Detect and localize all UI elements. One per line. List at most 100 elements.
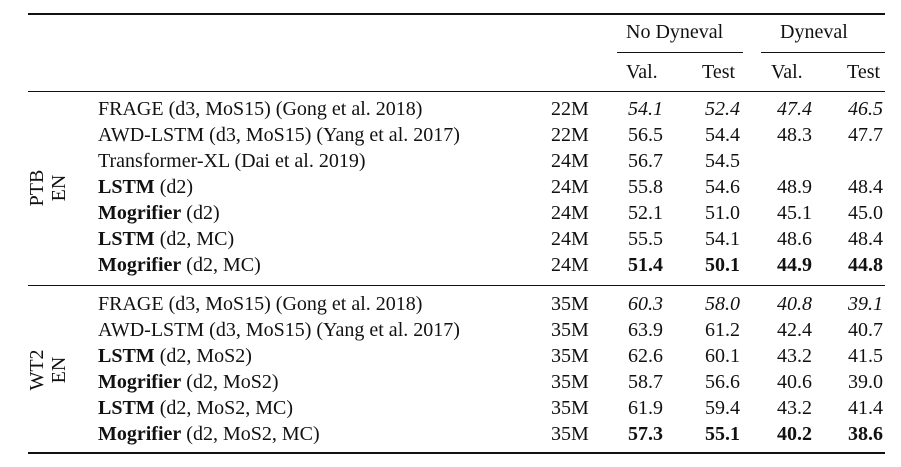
- section-rule: [28, 285, 885, 286]
- test-no-dyneval-value: 61.2: [705, 319, 740, 341]
- param-count: 24M: [551, 202, 589, 224]
- test-no-dyneval-value: 54.1: [705, 228, 740, 250]
- val-no-dyneval-value: 55.5: [628, 228, 663, 250]
- model-name: LSTM (d2, MoS2): [98, 344, 252, 368]
- model-base-name: Mogrifier: [98, 371, 182, 393]
- test-no-dyneval-value: 58.0: [705, 293, 740, 315]
- param-count: 22M: [551, 124, 589, 146]
- test-dyneval-value: 44.8: [848, 254, 883, 276]
- model-name: AWD-LSTM (d3, MoS15) (Yang et al. 2017): [98, 318, 460, 342]
- val-no-dyneval-value: 62.6: [628, 345, 663, 367]
- model-base-name: Transformer-XL: [98, 150, 230, 172]
- val-no-dyneval-value: 58.7: [628, 371, 663, 393]
- test-no-dyneval-value: 50.1: [705, 254, 740, 276]
- param-count: 35M: [551, 293, 589, 315]
- test-dyneval-value: 48.4: [848, 228, 883, 250]
- val-dyneval-value: 40.8: [777, 293, 812, 315]
- model-config: (d2, MoS2, MC): [154, 397, 294, 419]
- val-no-dyneval-value: 52.1: [628, 202, 663, 224]
- dataset-language: EN: [48, 174, 70, 202]
- header-rule: [28, 91, 885, 92]
- val-dyneval-value: 40.2: [777, 423, 812, 445]
- dataset-name: WT2: [26, 349, 48, 391]
- test-dyneval-value: 38.6: [848, 423, 883, 445]
- val-no-dyneval-value: 61.9: [628, 397, 663, 419]
- header-val-dyn: Val.: [771, 61, 803, 83]
- test-dyneval-value: 41.5: [848, 345, 883, 367]
- test-dyneval-value: 39.0: [848, 371, 883, 393]
- header-test-no: Test: [702, 61, 736, 83]
- bottom-rule: [28, 452, 885, 454]
- test-dyneval-value: 39.1: [848, 293, 883, 315]
- model-config: (d2, MoS2): [154, 345, 252, 367]
- val-dyneval-value: 43.2: [777, 397, 812, 419]
- model-name: AWD-LSTM (d3, MoS15) (Yang et al. 2017): [98, 123, 460, 147]
- val-dyneval-value: 48.9: [777, 176, 812, 198]
- test-dyneval-value: 45.0: [848, 202, 883, 224]
- test-dyneval-value: 41.4: [848, 397, 883, 419]
- model-config: (d2, MoS2, MC): [181, 423, 320, 445]
- dyneval-underline: [761, 52, 885, 53]
- model-name: LSTM (d2, MC): [98, 227, 234, 251]
- test-no-dyneval-value: 51.0: [705, 202, 740, 224]
- val-no-dyneval-value: 63.9: [628, 319, 663, 341]
- dataset-name: PTB: [26, 169, 48, 207]
- model-config: (d3, MoS15) (Gong et al. 2018): [163, 98, 423, 120]
- model-name: Mogrifier (d2, MoS2, MC): [98, 422, 320, 446]
- val-dyneval-value: 45.1: [777, 202, 812, 224]
- model-name: Transformer-XL (Dai et al. 2019): [98, 149, 366, 173]
- model-config: (d3, MoS15) (Gong et al. 2018): [163, 293, 423, 315]
- model-config: (d2, MC): [154, 228, 235, 250]
- header-test-dyn: Test: [847, 61, 881, 83]
- dataset-language: EN: [48, 356, 70, 384]
- val-no-dyneval-value: 56.7: [628, 150, 663, 172]
- model-base-name: LSTM: [98, 228, 155, 250]
- model-config: (Dai et al. 2019): [229, 150, 366, 172]
- model-base-name: LSTM: [98, 345, 155, 367]
- val-no-dyneval-value: 60.3: [628, 293, 663, 315]
- test-no-dyneval-value: 55.1: [705, 423, 740, 445]
- model-name: FRAGE (d3, MoS15) (Gong et al. 2018): [98, 97, 422, 121]
- test-dyneval-value: 40.7: [848, 319, 883, 341]
- param-count: 24M: [551, 254, 589, 276]
- model-name: Mogrifier (d2): [98, 201, 220, 225]
- model-config: (d3, MoS15) (Yang et al. 2017): [204, 124, 460, 146]
- no-dyneval-underline: [617, 52, 743, 53]
- val-dyneval-value: 43.2: [777, 345, 812, 367]
- model-config: (d2, MC): [181, 254, 261, 276]
- val-dyneval-value: 40.6: [777, 371, 812, 393]
- dataset-label-ptb: PTB EN: [26, 148, 70, 228]
- val-dyneval-value: 44.9: [777, 254, 812, 276]
- test-no-dyneval-value: 60.1: [705, 345, 740, 367]
- test-no-dyneval-value: 52.4: [705, 98, 740, 120]
- model-base-name: FRAGE: [98, 293, 164, 315]
- model-config: (d2): [181, 202, 220, 224]
- test-no-dyneval-value: 59.4: [705, 397, 740, 419]
- dataset-label-wt2: WT2 EN: [26, 330, 70, 410]
- top-rule: [28, 13, 885, 15]
- test-no-dyneval-value: 54.6: [705, 176, 740, 198]
- model-base-name: Mogrifier: [98, 254, 182, 276]
- val-dyneval-value: 42.4: [777, 319, 812, 341]
- model-name: LSTM (d2): [98, 175, 193, 199]
- header-dyneval: Dyneval: [780, 21, 848, 43]
- val-dyneval-value: 47.4: [777, 98, 812, 120]
- param-count: 22M: [551, 98, 589, 120]
- test-dyneval-value: 47.7: [848, 124, 883, 146]
- val-no-dyneval-value: 54.1: [628, 98, 663, 120]
- model-base-name: LSTM: [98, 397, 155, 419]
- val-no-dyneval-value: 57.3: [628, 423, 663, 445]
- param-count: 35M: [551, 319, 589, 341]
- param-count: 24M: [551, 176, 589, 198]
- model-base-name: AWD-LSTM: [98, 319, 205, 341]
- model-name: FRAGE (d3, MoS15) (Gong et al. 2018): [98, 292, 422, 316]
- param-count: 24M: [551, 228, 589, 250]
- param-count: 35M: [551, 397, 589, 419]
- header-val-no: Val.: [626, 61, 658, 83]
- model-base-name: LSTM: [98, 176, 155, 198]
- model-base-name: Mogrifier: [98, 423, 182, 445]
- param-count: 24M: [551, 150, 589, 172]
- param-count: 35M: [551, 371, 589, 393]
- model-name: Mogrifier (d2, MC): [98, 253, 261, 277]
- val-no-dyneval-value: 55.8: [628, 176, 663, 198]
